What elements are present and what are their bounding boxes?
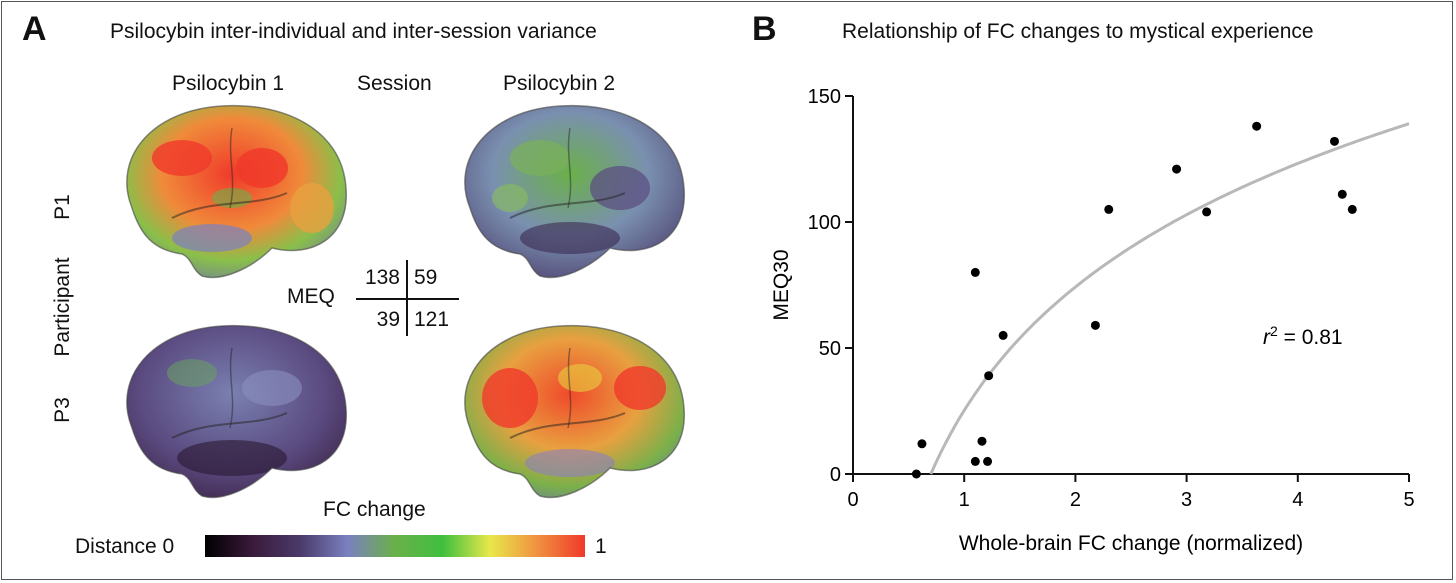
brain-p1-session1 <box>126 104 347 279</box>
r-squared-annotation: r2 = 0.81 <box>1263 323 1343 349</box>
r-squared-value: = 0.81 <box>1278 326 1343 349</box>
r-symbol: r <box>1263 326 1271 349</box>
panel-a-title: Psilocybin inter-individual and inter-se… <box>110 20 597 43</box>
data-point <box>1172 164 1182 174</box>
data-point <box>970 456 980 466</box>
panel-a-letter: A <box>22 10 47 48</box>
x-tick-label: 2 <box>1070 489 1081 511</box>
r-superscript: 2 <box>1270 323 1278 339</box>
data-point <box>1337 189 1347 199</box>
row-label-p1: P1 <box>51 194 74 220</box>
meq-p3-session1: 39 <box>376 308 400 331</box>
y-tick-label: 150 <box>808 86 841 108</box>
data-point <box>984 371 994 381</box>
data-point <box>977 436 987 446</box>
brain-p3-session1 <box>126 324 347 499</box>
meq-grid-vertical-line <box>406 260 408 336</box>
x-tick-label: 4 <box>1292 489 1303 511</box>
data-point <box>1347 204 1357 214</box>
data-point <box>970 267 980 277</box>
y-tick-label: 50 <box>819 338 841 360</box>
data-point <box>917 439 927 449</box>
brain-p1-session2 <box>464 104 685 279</box>
x-axis-label: Whole-brain FC change (normalized) <box>959 532 1303 555</box>
data-point <box>998 330 1008 340</box>
meq-p3-session2: 121 <box>414 308 450 331</box>
data-point <box>1090 320 1100 330</box>
column-label-psilocybin-2: Psilocybin 2 <box>503 72 616 95</box>
data-point <box>1329 136 1339 146</box>
data-point <box>911 469 921 479</box>
row-label-p3: P3 <box>51 397 74 423</box>
colorbar-label-right: 1 <box>595 535 607 558</box>
row-axis-participant: Participant <box>51 257 74 357</box>
x-tick-label: 3 <box>1181 489 1192 511</box>
panel-b-letter: B <box>752 10 777 48</box>
y-tick-label: 0 <box>830 464 841 486</box>
brain-p3-session2 <box>464 324 685 499</box>
colorbar <box>205 535 585 557</box>
y-tick-label: 100 <box>808 212 841 234</box>
data-point <box>1202 207 1212 217</box>
column-label-psilocybin-1: Psilocybin 1 <box>172 72 285 95</box>
x-tick-label: 5 <box>1403 489 1414 511</box>
column-label-session: Session <box>357 72 432 95</box>
y-axis-label: MEQ30 <box>770 249 793 320</box>
data-point <box>1252 121 1262 131</box>
meq-label: MEQ <box>287 285 335 308</box>
x-tick-label: 1 <box>959 489 970 511</box>
x-tick-label: 0 <box>847 489 858 511</box>
colorbar-title: FC change <box>323 498 426 521</box>
data-point <box>1104 204 1114 214</box>
panel-b-title: Relationship of FC changes to mystical e… <box>842 20 1314 43</box>
meq-p1-session2: 59 <box>414 266 438 289</box>
fit-curve <box>929 122 1410 475</box>
meq-p1-session1: 138 <box>364 266 400 289</box>
data-point <box>983 456 993 466</box>
colorbar-label-left: Distance 0 <box>75 535 175 558</box>
